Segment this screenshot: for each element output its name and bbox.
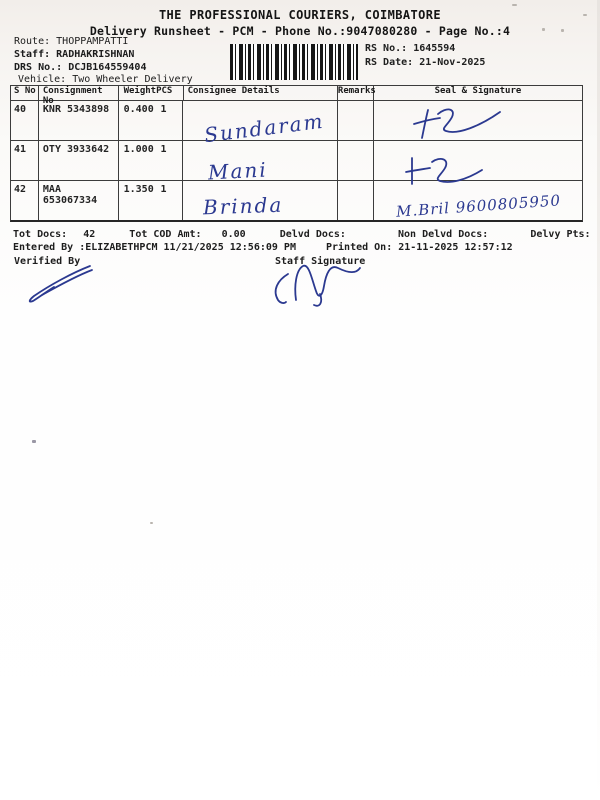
- tot-docs-value: 42: [83, 229, 96, 240]
- meta-vehicle: Vehicle: Two Wheeler Delivery: [14, 74, 193, 87]
- header-weight: Weight: [123, 86, 157, 96]
- cell-weight: 1.000: [123, 144, 154, 155]
- route-value: THOPPAMPATTI: [56, 36, 129, 47]
- verified-by-label: Verified By: [14, 256, 81, 267]
- cell-weight: 0.400: [123, 104, 154, 115]
- table-row: 42 MAA 653067334 1.350 1: [11, 180, 582, 220]
- staff-value: RADHAKRISHNAN: [56, 48, 135, 60]
- tot-docs-label: Tot Docs:: [13, 229, 68, 240]
- cell-pcs: 1: [160, 184, 167, 195]
- rs-no-label: RS No.:: [365, 43, 408, 54]
- rs-date-line: RS Date: 21-Nov-2025: [365, 56, 485, 70]
- cell-s-no: 40: [11, 101, 39, 140]
- cell-consignee-details: [183, 101, 338, 140]
- table-row: 41 OTY 3933642 1.000 1: [11, 140, 582, 180]
- cell-s-no: 42: [11, 181, 39, 220]
- staff-label: Staff:: [14, 48, 51, 60]
- scan-speck: [32, 440, 36, 443]
- totals-row: Tot Docs: 42 Tot COD Amt: 0.00 Delvd Doc…: [13, 229, 600, 240]
- meta-block: Route: THOPPAMPATTI Staff: RADHAKRISHNAN…: [14, 36, 193, 87]
- cell-remarks: [338, 181, 374, 220]
- cell-consignee-details: [183, 181, 338, 220]
- vehicle-value: Two Wheeler Delivery: [72, 74, 193, 86]
- runsheet-table: S No Consignment No Weight PCS Consignee…: [10, 85, 583, 222]
- cell-consignment-no: KNR 5343898: [39, 101, 119, 140]
- page-subtitle: Delivery Runsheet - PCM - Phone No.:9047…: [89, 24, 511, 38]
- rs-block: RS No.: 1645594 RS Date: 21-Nov-2025: [365, 42, 485, 69]
- scan-speck: [542, 28, 545, 31]
- meta-route: Route: THOPPAMPATTI: [14, 36, 193, 49]
- cell-remarks: [338, 141, 374, 180]
- verified-by-signature-ink: [28, 265, 93, 303]
- header-pcs: PCS: [156, 86, 173, 96]
- cell-weight-pcs: 1.350 1: [119, 181, 184, 220]
- vehicle-label: Vehicle:: [18, 74, 67, 86]
- tot-cod-value: 0.00: [221, 229, 246, 240]
- printed-on-text: Printed On: 21-11-2025 12:57:12: [326, 242, 513, 253]
- cell-pcs: 1: [160, 144, 167, 155]
- delvd-docs-label: Delvd Docs:: [279, 229, 346, 240]
- rs-no-value: 1645594: [413, 43, 456, 54]
- rs-date-label: RS Date:: [365, 56, 414, 68]
- barcode-icon: [230, 44, 358, 80]
- meta-staff: Staff: RADHAKRISHNAN: [14, 49, 193, 62]
- cell-s-no: 41: [11, 141, 39, 180]
- header-s-no: S No: [11, 86, 39, 100]
- drs-label: DRS No.:: [14, 61, 63, 73]
- cell-consignee-details: [183, 141, 338, 180]
- seal-signature-ink: [405, 157, 483, 185]
- header-seal-signature: Seal & Signature: [434, 86, 522, 96]
- scan-speck: [512, 4, 517, 6]
- cell-consignment-no: MAA 653067334: [39, 181, 119, 220]
- cell-consignment-no: OTY 3933642: [39, 141, 119, 180]
- cell-weight-pcs: 0.400 1: [119, 101, 184, 140]
- header-weight-pcs: Weight PCS: [119, 86, 184, 100]
- rs-date-value: 21-Nov-2025: [419, 56, 486, 68]
- seal-signature-ink: [413, 108, 501, 139]
- entered-by-text: Entered By :ELIZABETHPCM 11/21/2025 12:5…: [13, 242, 296, 253]
- header-remarks: Remarks: [338, 86, 376, 100]
- header-consignment-no: Consignment No: [39, 86, 119, 106]
- cell-weight-pcs: 1.000 1: [119, 141, 184, 180]
- drs-value: DCJB164559404: [68, 61, 147, 73]
- scan-speck: [583, 14, 587, 16]
- audit-row: Entered By :ELIZABETHPCM 11/21/2025 12:5…: [13, 242, 513, 253]
- staff-signature-ink: [274, 264, 361, 307]
- rs-no-line: RS No.: 1645594: [365, 42, 485, 56]
- scan-speck: [150, 522, 153, 524]
- cell-remarks: [338, 101, 374, 140]
- meta-drs: DRS No.: DCJB164559404: [14, 62, 193, 75]
- table-row: 40 KNR 5343898 0.400 1: [11, 100, 582, 140]
- route-label: Route:: [14, 36, 51, 47]
- cell-weight: 1.350: [123, 184, 154, 195]
- staff-signature-label: Staff Signature: [275, 256, 366, 267]
- scan-edge-shadow: [597, 0, 600, 800]
- header-consignee-details: Consignee Details: [184, 86, 338, 100]
- delvy-pts-label: Delvy Pts:: [530, 229, 591, 240]
- non-delvd-docs-label: Non Delvd Docs:: [398, 229, 489, 240]
- scan-speck: [561, 29, 564, 32]
- tot-cod-label: Tot COD Amt:: [129, 229, 202, 240]
- page-title: THE PROFESSIONAL COURIERS, COIMBATORE: [158, 8, 442, 22]
- table-header-row: S No Consignment No Weight PCS Consignee…: [11, 86, 582, 106]
- cell-pcs: 1: [160, 104, 167, 115]
